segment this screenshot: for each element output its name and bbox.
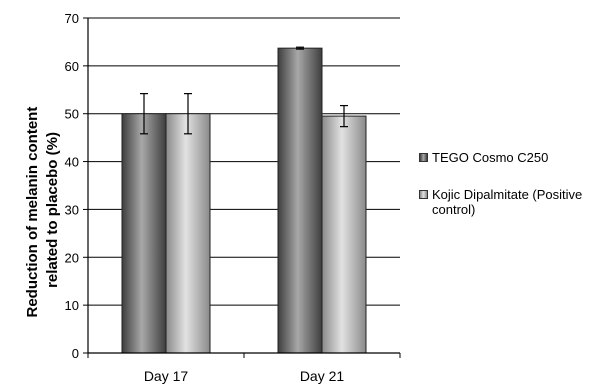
legend-item-tego: TEGO Cosmo C250 <box>418 150 615 165</box>
x-category-label: Day 21 <box>300 368 345 384</box>
legend-item-kojic: Kojic Dipalmitate (Positive control) <box>418 187 615 217</box>
bar-kojic-day-17 <box>165 113 211 354</box>
y-tick-label: 0 <box>72 346 79 361</box>
legend-swatch-kojic <box>419 190 428 199</box>
bars <box>121 47 367 354</box>
error-bar <box>184 93 192 135</box>
y-tick-label: 40 <box>65 155 79 170</box>
bar-kojic-day-21 <box>321 115 367 354</box>
legend-swatch-tego <box>419 153 428 162</box>
y-tick-labels: 0 10 20 30 40 50 60 70 <box>65 11 79 361</box>
legend-label-kojic-line-1: Kojic Dipalmitate (Positive <box>432 187 583 202</box>
legend-label-tego: TEGO Cosmo C250 <box>432 150 549 165</box>
x-category-labels: Day 17 Day 21 <box>144 368 345 384</box>
y-axis-label: Reduction of melanin content related to … <box>24 102 61 317</box>
y-tick-label: 50 <box>65 107 79 122</box>
error-bars <box>140 46 348 135</box>
x-category-label: Day 17 <box>144 368 189 384</box>
y-tick-label: 70 <box>65 11 79 26</box>
y-axis-label-line-2: related to placebo (%) <box>44 132 61 288</box>
y-tick-label: 60 <box>65 59 79 74</box>
y-tick-label: 10 <box>65 298 79 313</box>
axes <box>83 17 401 358</box>
error-bar <box>340 104 348 128</box>
legend-label-kojic-line-2: control) <box>432 202 476 217</box>
y-axis-label-line-1: Reduction of melanin content <box>24 107 41 318</box>
error-bar <box>296 46 304 50</box>
bar-tego-day-17 <box>121 113 167 354</box>
y-tick-label: 20 <box>65 250 79 265</box>
error-bar <box>140 93 148 135</box>
legend: TEGO Cosmo C250 Kojic Dipalmitate (Posit… <box>418 150 615 239</box>
y-tick-label: 30 <box>65 202 79 217</box>
bar-tego-day-21 <box>277 47 323 354</box>
